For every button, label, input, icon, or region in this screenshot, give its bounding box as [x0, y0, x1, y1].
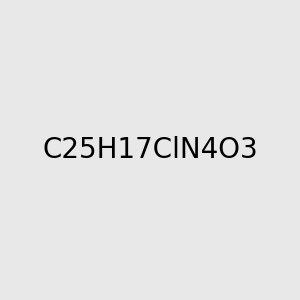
- Text: C25H17ClN4O3: C25H17ClN4O3: [42, 136, 258, 164]
